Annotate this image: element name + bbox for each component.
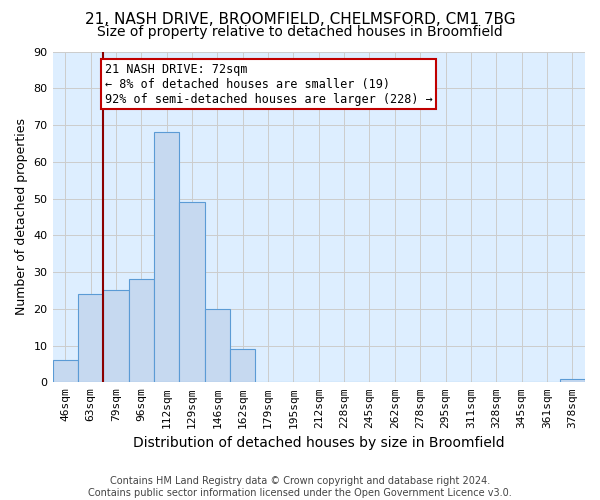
Bar [154,132,179,382]
Bar [128,280,154,382]
Text: 21 NASH DRIVE: 72sqm
← 8% of detached houses are smaller (19)
92% of semi-detach: 21 NASH DRIVE: 72sqm ← 8% of detached ho… [104,62,432,106]
Bar [53,360,78,382]
Bar [230,349,256,382]
Text: 21, NASH DRIVE, BROOMFIELD, CHELMSFORD, CM1 7BG: 21, NASH DRIVE, BROOMFIELD, CHELMSFORD, … [85,12,515,28]
Text: Contains HM Land Registry data © Crown copyright and database right 2024.
Contai: Contains HM Land Registry data © Crown c… [88,476,512,498]
Bar [78,294,103,382]
Bar [179,202,205,382]
Bar [560,378,585,382]
X-axis label: Distribution of detached houses by size in Broomfield: Distribution of detached houses by size … [133,436,505,450]
Y-axis label: Number of detached properties: Number of detached properties [15,118,28,316]
Bar [103,290,128,382]
Text: Size of property relative to detached houses in Broomfield: Size of property relative to detached ho… [97,25,503,39]
Bar [205,309,230,382]
